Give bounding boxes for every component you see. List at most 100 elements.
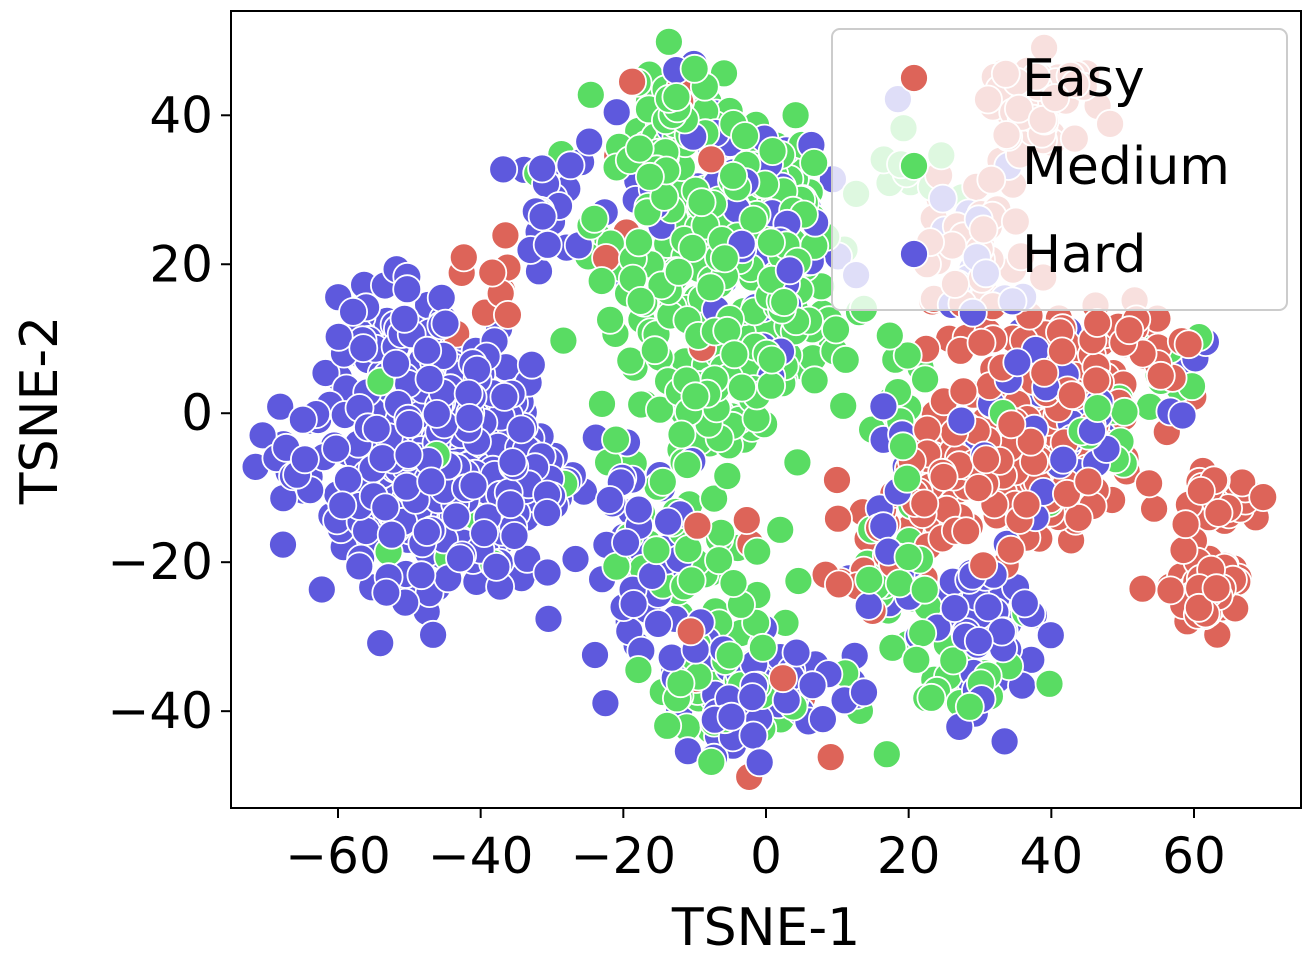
point-medium — [892, 463, 922, 494]
point-hard — [497, 447, 528, 478]
point-medium — [901, 644, 932, 675]
point-easy — [492, 299, 523, 330]
point-medium — [645, 394, 675, 425]
point-easy — [1184, 592, 1214, 623]
point-hard — [458, 470, 489, 501]
point-hard — [430, 308, 461, 339]
point-easy — [1201, 573, 1232, 604]
point-medium — [699, 483, 729, 514]
point-hard — [849, 677, 879, 708]
point-hard — [716, 701, 747, 732]
point-medium — [783, 566, 814, 596]
point-medium — [625, 285, 656, 316]
point-hard — [421, 398, 452, 429]
point-hard — [351, 516, 382, 546]
point-hard — [590, 688, 621, 718]
point-easy — [1134, 468, 1164, 499]
point-hard — [414, 364, 445, 394]
point-medium — [665, 668, 696, 699]
x-tick-label: 20 — [877, 827, 941, 885]
point-easy — [682, 510, 713, 541]
point-hard — [1002, 347, 1033, 378]
point-medium — [884, 568, 915, 599]
point-hard — [389, 303, 420, 334]
y-tick-label: −20 — [107, 533, 213, 591]
x-axis: −60 −40 −20 0 20 40 60 — [285, 808, 1226, 885]
point-hard — [744, 747, 775, 778]
point-easy — [1173, 329, 1204, 360]
point-easy — [1082, 308, 1113, 338]
point-medium — [647, 466, 678, 497]
point-easy — [1139, 493, 1169, 524]
point-medium — [686, 187, 717, 218]
point-hard — [594, 485, 625, 515]
point-medium — [624, 133, 655, 164]
point-easy — [928, 462, 959, 492]
point-medium — [641, 535, 672, 566]
point-hard — [499, 521, 530, 551]
point-easy — [815, 742, 846, 772]
point-medium — [954, 691, 985, 722]
point-medium — [695, 272, 726, 303]
point-medium — [799, 365, 830, 396]
point-easy — [1248, 482, 1279, 513]
point-hard — [418, 619, 449, 650]
point-hard — [371, 577, 402, 608]
point-medium — [718, 568, 749, 598]
point-easy — [1073, 466, 1104, 497]
point-hard — [611, 527, 641, 558]
point-medium — [780, 100, 811, 131]
y-tick-label: 0 — [181, 384, 213, 442]
point-hard — [781, 637, 812, 668]
point-hard — [365, 628, 396, 658]
point-medium — [893, 542, 924, 572]
point-easy — [995, 534, 1026, 565]
x-tick-label: 40 — [1020, 827, 1084, 885]
x-tick-label: 60 — [1162, 827, 1226, 885]
point-hard — [321, 433, 352, 464]
point-hard — [1035, 620, 1066, 651]
point-hard — [381, 348, 411, 379]
point-easy — [617, 66, 647, 97]
point-hard — [532, 229, 563, 260]
point-hard — [868, 391, 899, 422]
point-medium — [756, 227, 786, 258]
point-hard — [601, 97, 632, 128]
point-medium — [854, 565, 885, 595]
point-medium — [748, 632, 778, 663]
point-easy — [1029, 357, 1060, 388]
x-tick-label: 0 — [750, 827, 782, 885]
point-easy — [1168, 535, 1199, 565]
point-hard — [774, 255, 805, 286]
point-hard — [310, 358, 341, 388]
point-hard — [323, 321, 354, 352]
point-hard — [533, 604, 564, 634]
point-medium — [575, 79, 606, 110]
point-easy — [951, 516, 981, 547]
point-medium — [624, 227, 654, 258]
point-medium — [635, 161, 665, 192]
point-easy — [1057, 380, 1087, 411]
point-hard — [376, 519, 407, 550]
point-medium — [907, 618, 938, 648]
point-easy — [1186, 475, 1216, 506]
point-medium — [663, 256, 694, 287]
point-medium — [888, 431, 918, 462]
point-medium — [704, 545, 734, 576]
point-easy — [696, 144, 727, 175]
legend-box — [831, 28, 1288, 311]
point-medium — [821, 314, 851, 345]
point-hard — [797, 670, 828, 701]
point-medium — [714, 640, 745, 671]
point-hard — [247, 420, 278, 451]
point-medium — [892, 340, 923, 371]
point-medium — [1109, 396, 1140, 427]
point-hard — [469, 518, 500, 548]
point-medium — [765, 514, 796, 545]
point-easy — [1203, 498, 1234, 528]
point-medium — [666, 419, 697, 450]
point-hard — [555, 150, 586, 181]
y-tick-label: 20 — [149, 235, 213, 293]
point-medium — [679, 53, 710, 84]
point-medium — [730, 121, 760, 151]
